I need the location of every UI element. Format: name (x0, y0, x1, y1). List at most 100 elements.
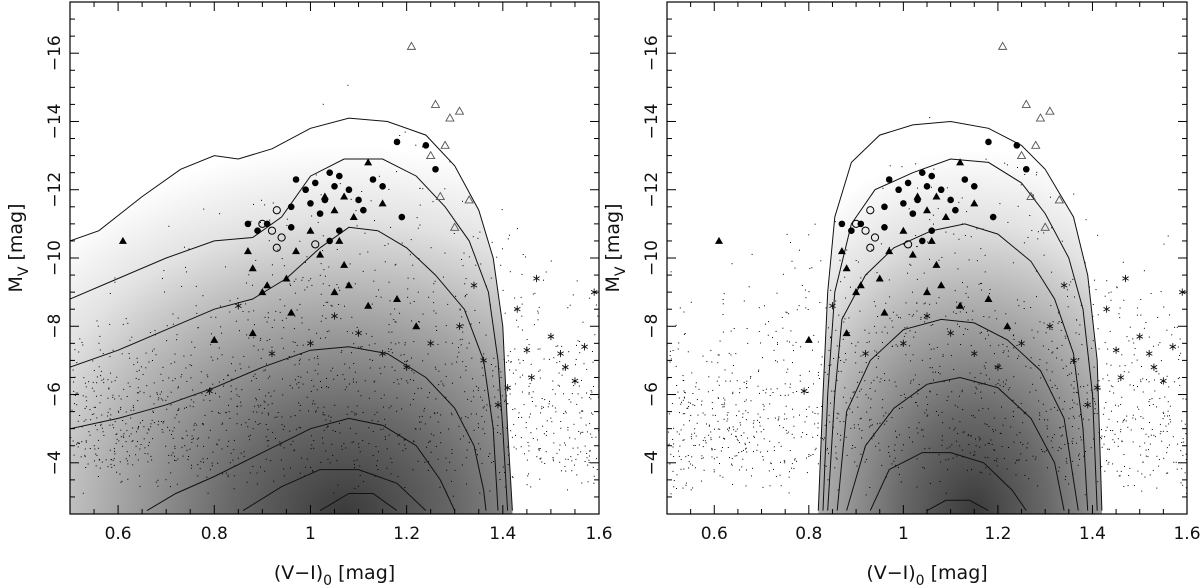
right-open-triangle-series (997, 41, 1065, 231)
field-dot (537, 312, 539, 314)
field-dot (180, 376, 182, 378)
field-dot (817, 341, 819, 343)
field-dot (668, 443, 670, 445)
field-dot (1017, 205, 1019, 207)
field-dot (835, 446, 837, 448)
field-dot (1084, 494, 1086, 496)
field-dot (683, 424, 685, 426)
field-dot (929, 303, 931, 305)
field-dot (1140, 416, 1142, 418)
field-dot (96, 382, 98, 384)
field-dot (859, 418, 861, 420)
field-dot (407, 296, 409, 298)
field-dot (465, 295, 467, 296)
field-dot (401, 242, 403, 244)
field-dot (530, 363, 532, 365)
field-dot (532, 438, 534, 439)
field-dot (1061, 359, 1063, 361)
field-dot (107, 397, 109, 399)
field-dot (576, 280, 578, 282)
field-dot (114, 450, 116, 452)
field-dot (267, 317, 269, 319)
field-dot (550, 260, 552, 262)
field-dot (777, 342, 778, 344)
field-dot (229, 300, 231, 302)
filled-circle-marker (900, 200, 907, 207)
field-dot (1162, 430, 1164, 432)
left-open-circle-series (258, 206, 320, 252)
field-dot (561, 374, 563, 376)
field-dot (479, 492, 481, 494)
field-dot (786, 233, 788, 235)
asterisk-marker (427, 339, 435, 347)
field-dot (522, 329, 523, 331)
field-dot (817, 413, 819, 415)
y-tick-label: −8 (45, 314, 65, 339)
field-dot (470, 323, 472, 325)
field-dot (904, 327, 906, 329)
field-dot (413, 441, 415, 443)
field-dot (148, 429, 150, 431)
field-dot (915, 163, 917, 165)
field-dot (861, 437, 863, 439)
field-dot (757, 385, 759, 387)
field-dot (983, 316, 985, 317)
field-dot (393, 382, 395, 384)
field-dot (137, 441, 138, 442)
field-dot (462, 324, 464, 326)
field-dot (306, 396, 308, 398)
field-dot (537, 319, 539, 321)
field-dot (850, 427, 852, 429)
field-dot (746, 451, 748, 453)
field-dot (805, 297, 807, 299)
field-dot (117, 410, 119, 412)
field-dot (1166, 329, 1168, 331)
field-dot (477, 237, 479, 239)
field-dot (586, 452, 588, 454)
field-dot (543, 433, 545, 435)
field-dot (719, 475, 721, 477)
field-dot (989, 289, 991, 290)
field-dot (1064, 401, 1066, 402)
asterisk-marker (947, 329, 954, 337)
field-dot (961, 223, 963, 225)
field-dot (1097, 328, 1099, 330)
field-dot (787, 394, 789, 396)
field-dot (957, 406, 959, 408)
field-dot (1168, 415, 1170, 417)
field-dot (174, 361, 176, 363)
field-dot (331, 443, 333, 445)
field-dot (367, 251, 369, 253)
field-dot (567, 429, 569, 431)
field-dot (894, 444, 896, 446)
field-dot (963, 431, 965, 433)
field-dot (512, 409, 514, 410)
field-dot (118, 395, 120, 397)
field-dot (861, 430, 863, 431)
field-dot (792, 408, 793, 410)
field-dot (407, 277, 409, 279)
field-dot (743, 432, 745, 434)
field-dot (879, 422, 881, 424)
field-dot (545, 451, 547, 453)
field-dot (808, 387, 809, 388)
field-dot (470, 400, 472, 402)
field-dot (684, 333, 686, 334)
field-dot (433, 310, 435, 312)
field-dot (95, 424, 96, 426)
field-dot (714, 428, 715, 430)
field-dot (1101, 435, 1103, 437)
field-dot (1069, 408, 1071, 410)
field-dot (139, 448, 141, 450)
field-dot (1090, 389, 1092, 391)
field-dot (1137, 307, 1139, 309)
field-dot (211, 410, 213, 412)
field-dot (1012, 411, 1014, 413)
field-dot (137, 387, 139, 389)
field-dot (504, 472, 506, 473)
y-axis-label-subscript: V (16, 266, 32, 276)
field-dot (336, 249, 338, 250)
field-dot (317, 363, 319, 365)
field-dot (299, 358, 301, 360)
field-dot (1108, 461, 1110, 463)
